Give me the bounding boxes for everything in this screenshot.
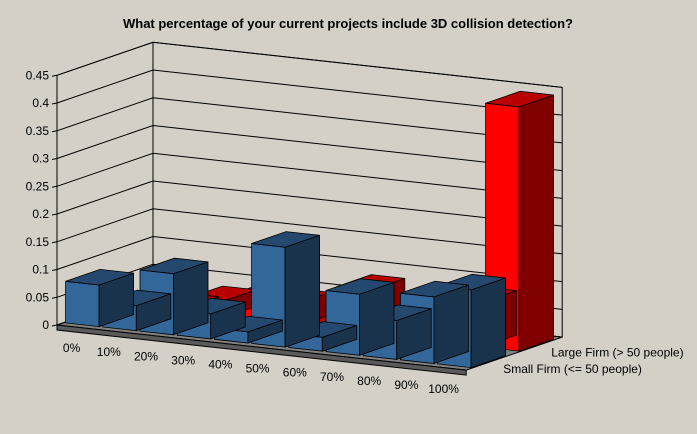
- gridline: [56, 152, 563, 199]
- gridline: [56, 69, 563, 116]
- bar-top: [325, 278, 395, 295]
- x-tick-label: 80%: [357, 374, 381, 388]
- gridline: [56, 124, 563, 172]
- bar-top: [400, 280, 469, 298]
- y-tick-label: 0.2: [32, 207, 49, 221]
- y-tick-label: 0.1: [32, 263, 49, 277]
- bar-side: [359, 281, 395, 356]
- y-tick-label: 0.15: [26, 235, 50, 249]
- bars: [65, 90, 554, 369]
- x-tick-label: 60%: [283, 366, 307, 380]
- x-tick-label: 40%: [208, 357, 232, 371]
- x-axis-ticks: 0% 10% 20% 30% 40% 50% 60% 70% 80% 90% 100%: [63, 341, 459, 396]
- bar-side: [433, 284, 469, 365]
- x-tick-label: 10%: [97, 345, 121, 359]
- series-label: Large Firm (> 50 people): [551, 345, 683, 359]
- bar-top: [139, 257, 209, 275]
- gridline: [56, 208, 563, 255]
- bar-front: [65, 280, 100, 328]
- y-tick-label: 0.4: [32, 96, 49, 110]
- y-tick-label: 0.45: [26, 68, 50, 82]
- y-tick-mark: [51, 324, 58, 327]
- bar-side: [518, 94, 554, 352]
- bar-top: [251, 231, 320, 248]
- gridline: [56, 41, 563, 88]
- x-tick-label: 20%: [134, 349, 158, 363]
- gridline: [56, 235, 563, 283]
- bar-top: [65, 268, 134, 286]
- bar-side: [470, 277, 507, 369]
- y-tick-mark: [51, 102, 58, 105]
- y-tick-label: 0.35: [26, 124, 50, 138]
- x-tick-label: 30%: [171, 353, 195, 367]
- y-axis-ticks: 0 0.05 0.1 0.15 0.2 0.25 0.3 0.35 0.4 0.45: [26, 68, 58, 332]
- y-tick-label: 0: [42, 318, 49, 332]
- series-labels: Small Firm (<= 50 people) Large Firm (> 5…: [503, 345, 683, 376]
- gridline: [56, 97, 563, 144]
- y-tick-mark: [51, 213, 58, 216]
- y-tick-mark: [51, 158, 58, 160]
- y-tick-label: 0.25: [26, 179, 50, 193]
- y-tick-mark: [51, 185, 58, 188]
- floor-edge: [56, 324, 467, 376]
- y-tick-mark: [51, 241, 58, 244]
- y-tick-label: 0.05: [26, 290, 50, 304]
- y-tick-mark: [51, 296, 58, 299]
- bar-side: [173, 261, 209, 336]
- y-tick-mark: [51, 130, 58, 133]
- x-tick-label: 100%: [428, 382, 459, 396]
- y-tick-mark: [51, 74, 58, 77]
- series-label: Small Firm (<= 50 people): [503, 362, 642, 376]
- y-tick-label: 0.3: [32, 152, 49, 166]
- x-tick-label: 50%: [246, 362, 270, 376]
- x-tick-label: 70%: [320, 370, 344, 384]
- bar: [65, 268, 135, 328]
- gridline: [56, 180, 563, 227]
- x-tick-label: 90%: [394, 378, 418, 392]
- bar-top: [485, 90, 554, 108]
- bar-side: [284, 234, 321, 348]
- chart-title: What percentage of your current projects…: [123, 16, 573, 31]
- x-tick-label: 0%: [63, 341, 81, 355]
- y-tick-mark: [51, 269, 58, 271]
